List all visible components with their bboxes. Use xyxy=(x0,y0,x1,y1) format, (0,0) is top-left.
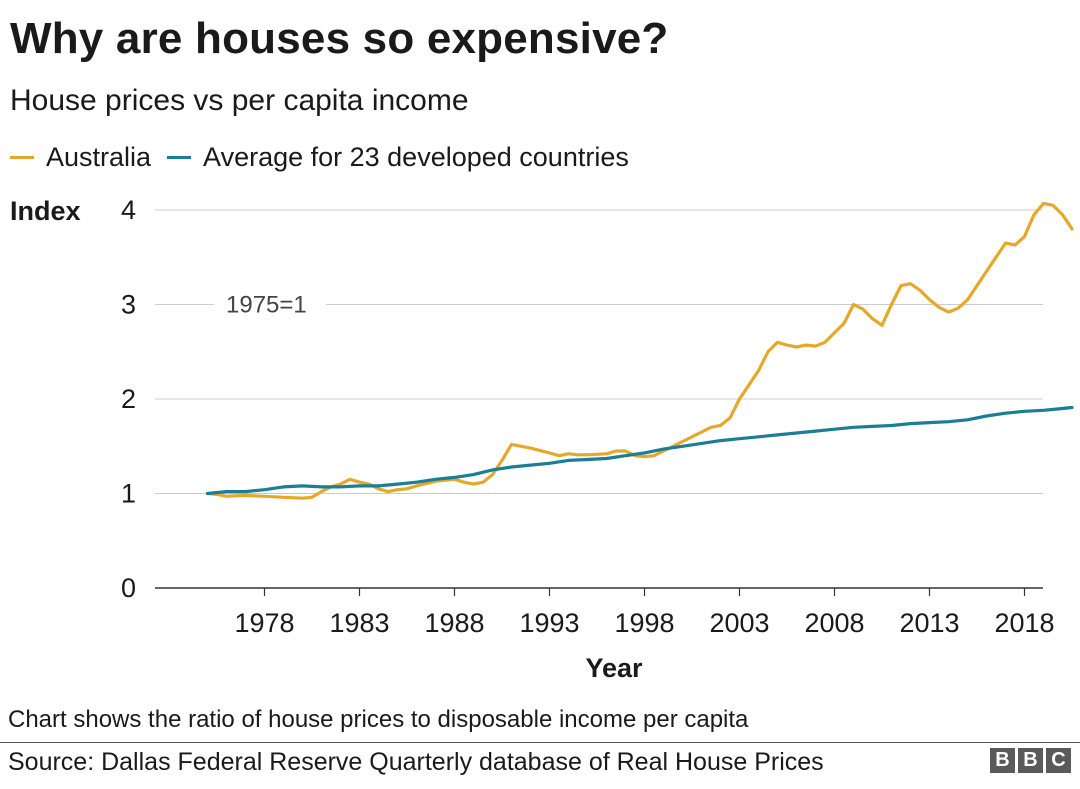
bbc-logo-b2: B xyxy=(1018,748,1043,773)
y-tick-label: 4 xyxy=(121,195,136,225)
x-tick-label: 1993 xyxy=(519,608,579,638)
chart-note: Chart shows the ratio of house prices to… xyxy=(8,706,749,733)
y-axis-title: Index xyxy=(10,196,81,226)
footer-divider xyxy=(0,742,1080,743)
x-axis-title: Year xyxy=(585,653,643,683)
x-tick-label: 2013 xyxy=(899,608,959,638)
bbc-logo-b1: B xyxy=(990,748,1015,773)
y-tick-label: 2 xyxy=(121,384,136,414)
x-tick-label: 2003 xyxy=(709,608,769,638)
legend-swatch-australia xyxy=(10,156,34,159)
legend-item-australia: Australia xyxy=(10,142,151,173)
chart-subtitle: House prices vs per capita income xyxy=(10,84,469,117)
bbc-logo-c: C xyxy=(1046,748,1071,773)
annotation-baseline: 1975=1 xyxy=(226,292,307,319)
legend-label-average: Average for 23 developed countries xyxy=(203,142,629,172)
series-line-average xyxy=(205,405,1074,496)
line-chart: 0 1 2 3 4 1978 1983 1988 1993 1998 2003 2008 2013 201… xyxy=(121,195,1074,683)
legend-item-average: Average for 23 developed countries xyxy=(167,142,629,173)
y-tick-label: 3 xyxy=(121,290,136,320)
source-text: Source: Dallas Federal Reserve Quarterly… xyxy=(8,748,824,776)
chart-legend: Australia Average for 23 developed count… xyxy=(10,142,645,173)
x-tick-label: 2008 xyxy=(804,608,864,638)
annotation-background xyxy=(214,288,326,321)
x-tick-label: 1983 xyxy=(329,608,389,638)
x-tick-label: 1998 xyxy=(614,608,674,638)
y-tick-label: 1 xyxy=(121,479,136,509)
bbc-logo: B B C xyxy=(987,748,1071,773)
x-tick-label: 1978 xyxy=(234,608,294,638)
legend-swatch-average xyxy=(167,156,192,159)
y-tick-label: 0 xyxy=(121,573,136,603)
legend-label-australia: Australia xyxy=(46,142,152,172)
x-tick-label: 2018 xyxy=(994,608,1054,638)
x-tick-label: 1988 xyxy=(424,608,484,638)
chart-title: Why are houses so expensive? xyxy=(10,14,669,63)
